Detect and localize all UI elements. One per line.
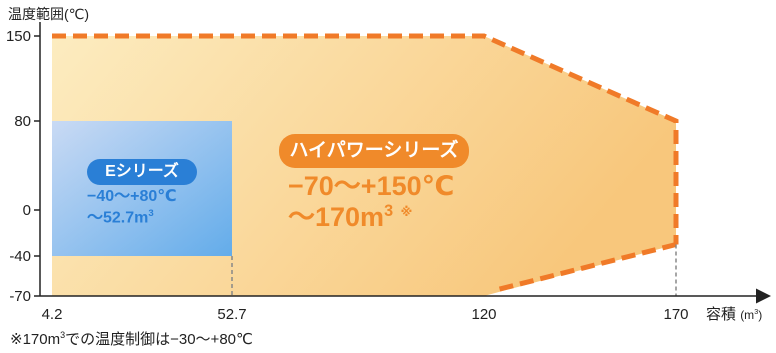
high-power-volume-sup: 3 [384,202,394,220]
e-series-volume-text: ～52.7m [87,209,149,227]
e-series-volume-range: ～52.7m3 [87,208,154,227]
x-axis-unit-close: ) [758,308,763,322]
high-power-volume-text: ～170m [288,202,385,232]
e-series-volume-sup: 3 [148,208,154,219]
x-axis-unit-sup: 3 [754,307,759,316]
high-power-border-lower [495,242,677,293]
footnote-suffix: での温度制御は−30～+80℃ [65,331,253,348]
y-tick-label: 80 [14,113,31,130]
e-series-region [52,121,232,256]
y-tick-label: 150 [6,28,31,45]
high-power-series-badge: ハイパワーシリーズ [279,134,469,168]
x-axis-unit: (m3) [740,307,763,322]
y-tick-label: 0 [23,202,31,219]
e-series-temp-range: −40～+80℃ [87,188,177,205]
high-power-note-mark: ※ [400,205,413,219]
footnote-prefix: ※170m [10,331,61,348]
high-power-temp-range: −70～+150℃ [288,171,455,201]
footnote: ※170m3での温度制御は−30～+80℃ [10,328,253,349]
high-power-volume-range: ～170m3 ※ [288,202,413,232]
y-tick-label: -70 [9,288,31,305]
footnote-sup: 3 [60,330,66,340]
e-series-badge: Eシリーズ [87,159,197,185]
x-axis-label: 容積 (m3) [706,303,762,324]
x-tick-label: 120 [471,306,496,323]
x-tick-label: 4.2 [42,306,63,323]
x-tick-label: 170 [663,306,688,323]
high-power-border [52,33,679,245]
x-axis-title: 容積 [706,306,737,323]
y-tick-label: -40 [9,248,31,265]
y-axis-label: 温度範囲(℃) [8,6,90,22]
x-axis-unit-open: (m [740,308,755,322]
x-tick-label: 52.7 [217,306,246,323]
